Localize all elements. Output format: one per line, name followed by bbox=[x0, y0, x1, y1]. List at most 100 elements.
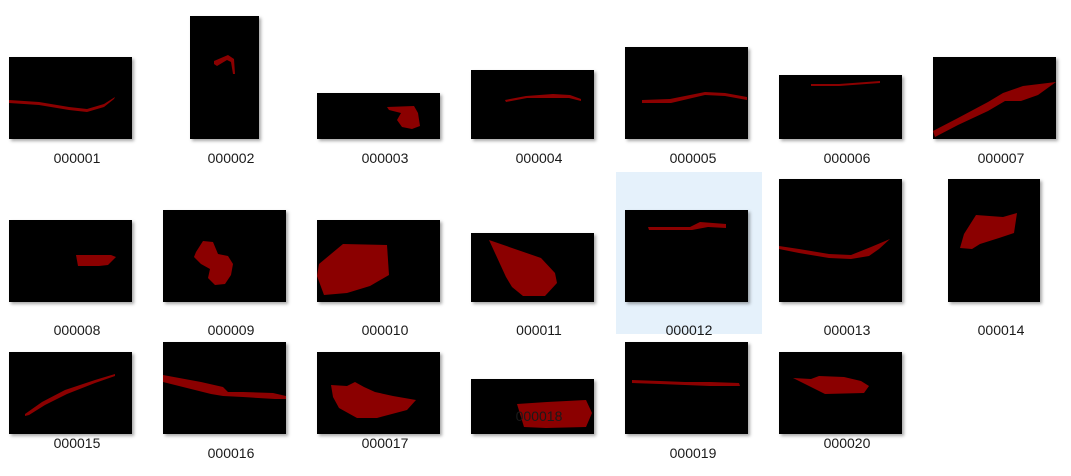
file-item-000019[interactable]: 000019 bbox=[616, 342, 770, 476]
mask-image bbox=[387, 106, 420, 129]
file-item-000002[interactable]: 000002 bbox=[154, 0, 308, 172]
file-name-label: 000019 bbox=[669, 445, 717, 461]
file-item-000010[interactable]: 000010 bbox=[308, 172, 462, 342]
file-name-label: 000017 bbox=[361, 435, 409, 451]
mask-image bbox=[779, 239, 890, 259]
file-item-000007[interactable]: 000007 bbox=[924, 0, 1071, 172]
file-name-label: 000018 bbox=[515, 408, 563, 424]
file-item-000017[interactable]: 000017 bbox=[308, 342, 462, 476]
mask-image bbox=[505, 94, 581, 102]
mask-region bbox=[387, 106, 420, 129]
mask-region bbox=[489, 240, 557, 296]
mask-region bbox=[779, 239, 890, 259]
file-thumbnail[interactable] bbox=[471, 70, 594, 139]
mask-region bbox=[960, 213, 1017, 249]
file-name-label: 000015 bbox=[53, 435, 101, 451]
file-thumbnail[interactable] bbox=[317, 220, 440, 302]
file-name-label: 000012 bbox=[665, 322, 713, 338]
file-item-000008[interactable]: 000008 bbox=[0, 172, 154, 342]
mask-image bbox=[214, 55, 235, 74]
file-name-label: 000013 bbox=[823, 322, 871, 338]
file-item-000005[interactable]: 000005 bbox=[616, 0, 770, 172]
file-thumbnail[interactable] bbox=[933, 57, 1056, 139]
file-thumbnail[interactable] bbox=[317, 93, 440, 139]
mask-image bbox=[933, 82, 1056, 137]
file-name-label: 000016 bbox=[207, 445, 255, 461]
file-item-000006[interactable]: 000006 bbox=[770, 0, 924, 172]
mask-image bbox=[793, 376, 869, 394]
file-item-000016[interactable]: 000016 bbox=[154, 342, 308, 476]
mask-region bbox=[811, 81, 880, 86]
file-name-label: 000002 bbox=[207, 150, 255, 166]
mask-region bbox=[25, 374, 115, 416]
file-item-000014[interactable]: 000014 bbox=[924, 172, 1071, 342]
file-thumbnail[interactable] bbox=[471, 379, 594, 434]
file-name-label: 000007 bbox=[977, 150, 1025, 166]
mask-region bbox=[331, 382, 416, 418]
file-thumbnail[interactable] bbox=[471, 233, 594, 302]
file-thumbnail[interactable] bbox=[9, 57, 132, 139]
mask-image bbox=[489, 240, 557, 296]
file-name-label: 000006 bbox=[823, 150, 871, 166]
file-thumbnail[interactable] bbox=[163, 210, 286, 302]
file-name-label: 000010 bbox=[361, 322, 409, 338]
file-item-000018[interactable]: 000018 bbox=[462, 342, 616, 476]
mask-region bbox=[163, 375, 286, 399]
file-item-000012[interactable]: 000012 bbox=[616, 172, 762, 338]
mask-image bbox=[331, 382, 416, 418]
mask-region bbox=[642, 92, 747, 103]
file-thumbnail[interactable] bbox=[625, 342, 748, 434]
mask-region bbox=[505, 94, 581, 102]
mask-image bbox=[642, 92, 747, 103]
mask-image bbox=[317, 244, 389, 295]
mask-region bbox=[194, 241, 233, 285]
mask-region bbox=[214, 55, 235, 74]
mask-region bbox=[648, 222, 726, 230]
file-thumbnail[interactable] bbox=[779, 352, 902, 434]
file-item-000004[interactable]: 000004 bbox=[462, 0, 616, 172]
file-thumbnail[interactable] bbox=[163, 342, 286, 434]
mask-image bbox=[632, 380, 740, 386]
mask-image bbox=[163, 375, 286, 399]
mask-image bbox=[960, 213, 1017, 249]
file-item-000013[interactable]: 000013 bbox=[770, 172, 924, 342]
mask-image bbox=[25, 374, 115, 416]
file-item-000011[interactable]: 000011 bbox=[462, 172, 616, 342]
file-item-000015[interactable]: 000015 bbox=[0, 342, 154, 476]
mask-region bbox=[793, 376, 869, 394]
mask-region bbox=[317, 244, 389, 295]
file-thumbnail[interactable] bbox=[625, 47, 748, 139]
file-item-000003[interactable]: 000003 bbox=[308, 0, 462, 172]
mask-image bbox=[517, 400, 592, 428]
file-name-label: 000011 bbox=[516, 322, 562, 338]
file-item-000009[interactable]: 000009 bbox=[154, 172, 308, 342]
file-item-000020[interactable]: 000020 bbox=[770, 342, 924, 476]
file-thumbnail[interactable] bbox=[948, 179, 1040, 302]
file-name-label: 000008 bbox=[53, 322, 101, 338]
file-name-label: 000001 bbox=[53, 150, 101, 166]
file-thumbnail[interactable] bbox=[779, 179, 902, 302]
mask-image bbox=[194, 241, 233, 285]
file-thumbnail[interactable] bbox=[190, 16, 259, 139]
file-name-label: 000009 bbox=[207, 322, 255, 338]
file-thumbnail[interactable] bbox=[625, 210, 748, 302]
file-name-label: 000004 bbox=[515, 150, 563, 166]
mask-image bbox=[76, 255, 116, 266]
mask-region bbox=[933, 82, 1056, 137]
mask-image bbox=[9, 97, 115, 112]
file-thumbnail[interactable] bbox=[9, 220, 132, 302]
mask-image bbox=[811, 81, 880, 86]
file-thumbnail[interactable] bbox=[779, 75, 902, 139]
mask-image bbox=[648, 222, 726, 230]
file-item-000001[interactable]: 000001 bbox=[0, 0, 154, 172]
file-thumbnail[interactable] bbox=[317, 352, 440, 434]
mask-region bbox=[517, 400, 592, 428]
mask-region bbox=[9, 97, 115, 112]
file-thumbnail[interactable] bbox=[9, 352, 132, 434]
file-name-label: 000003 bbox=[361, 150, 409, 166]
mask-region bbox=[76, 255, 116, 266]
file-name-label: 000020 bbox=[823, 435, 871, 451]
mask-region bbox=[632, 380, 740, 386]
file-name-label: 000005 bbox=[669, 150, 717, 166]
